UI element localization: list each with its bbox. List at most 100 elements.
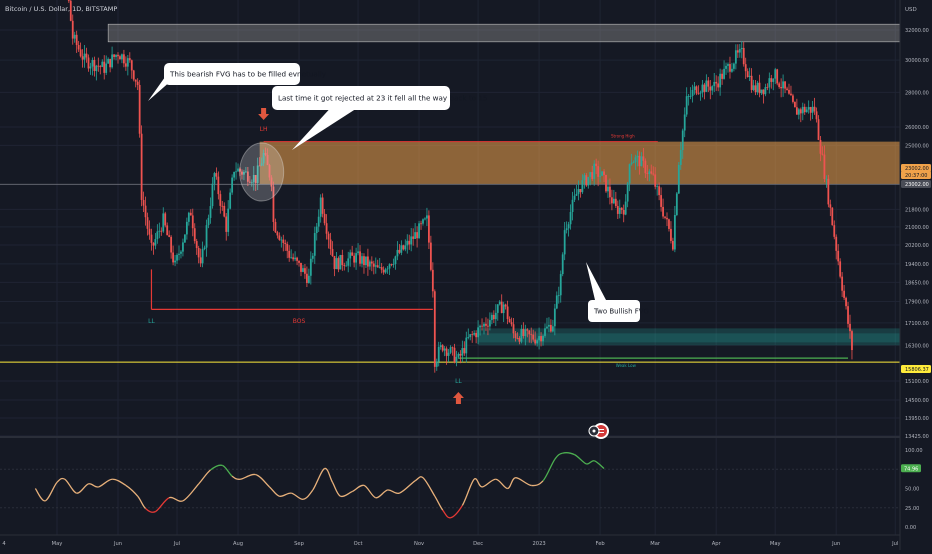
price-tag: 23002.00: [901, 180, 931, 188]
candle-body: [764, 87, 767, 95]
time-tick-label: Mar: [650, 541, 661, 547]
candle-body: [119, 56, 121, 60]
candle-body: [750, 75, 753, 90]
osc-tick-label: 100.00: [905, 448, 923, 454]
candle-body: [235, 171, 237, 173]
candle-body: [309, 258, 312, 276]
candle-body: [762, 89, 765, 95]
candle-body: [95, 65, 98, 72]
candle-body: [504, 304, 507, 307]
callout-bearish-fvg: This bearish FVG has to be filled evnetu…: [148, 63, 327, 101]
candle-body: [219, 194, 222, 206]
oscillator-segment: [168, 496, 184, 502]
oscillator-segment: [351, 484, 365, 493]
candle-body: [644, 160, 647, 174]
candle-body: [81, 56, 84, 60]
candle-body: [294, 257, 296, 260]
candle-body: [483, 323, 485, 327]
candle-body: [546, 326, 548, 329]
time-axis[interactable]: 4 May Jun Jul Aug Sep Oct Nov Dec 2023 Feb Mar Apr Ma…: [2, 541, 898, 547]
candle-body: [612, 198, 615, 204]
candle-body: [107, 58, 110, 64]
candle-body: [231, 177, 234, 193]
callout-1-box: [164, 63, 300, 85]
candle-body: [786, 88, 788, 90]
candle-body: [652, 173, 655, 175]
candle-body: [530, 334, 533, 336]
candle-body: [319, 197, 322, 217]
candle-body: [378, 267, 381, 268]
candle-body: [113, 54, 115, 57]
price-axis[interactable]: 32000.00 30000.00 28000.00 26000.00 25000.00…: [905, 28, 929, 440]
candle-body: [246, 171, 249, 182]
callout-1-text: This bearish FVG has to be filled evnetu…: [169, 70, 327, 79]
oscillator-pane: [0, 452, 900, 519]
callout-3-tail: [586, 262, 606, 300]
oscillator-segment: [473, 478, 483, 488]
candle-body: [622, 210, 625, 215]
candle-body: [79, 49, 82, 57]
candle-body: [414, 232, 417, 239]
candle-body: [581, 180, 584, 193]
candle-body: [707, 80, 710, 87]
price-tick-label: 25000.00: [905, 143, 929, 149]
candle-body: [733, 63, 735, 69]
candle-body: [420, 223, 422, 225]
candle-body: [351, 252, 354, 256]
candle-body: [734, 50, 737, 64]
candle-body: [851, 331, 853, 351]
candle-body: [829, 204, 832, 208]
candle-body: [327, 233, 330, 240]
candle-body: [638, 155, 641, 167]
candle-body: [193, 228, 196, 242]
candle-body: [229, 192, 232, 209]
candle-body: [628, 164, 631, 184]
candle-body: [784, 81, 786, 89]
candle-body: [723, 68, 725, 79]
candle-body: [819, 139, 822, 154]
price-tag-label: 15806.37: [905, 367, 929, 373]
candle-body: [209, 206, 212, 218]
candle-body: [522, 328, 525, 337]
callout-2-text: Last time it got rejected at 23 it fell …: [278, 94, 487, 103]
candle-body: [406, 240, 409, 246]
candle-body: [416, 232, 418, 239]
oscillator-segment: [414, 476, 424, 482]
oscillator-segment: [279, 492, 292, 497]
oscillator-segment: [461, 478, 475, 506]
candle-body: [323, 213, 326, 224]
candle-body: [361, 256, 363, 264]
candle-body: [268, 165, 271, 178]
candle-body: [691, 89, 694, 96]
candle-body: [620, 207, 623, 211]
candle-body: [429, 242, 432, 270]
tradingview-logo-icon[interactable]: [588, 423, 609, 439]
time-tick-label: Aug: [233, 541, 243, 547]
bearish-fvg-zone: [259, 141, 900, 185]
candle-body: [766, 87, 769, 88]
oscillator-segment: [210, 464, 223, 471]
candle-body: [563, 230, 566, 255]
candle-body: [443, 348, 446, 351]
price-tick-label: 14500.00: [905, 398, 929, 404]
oscillator-segment: [98, 478, 113, 488]
oscillator-segment: [312, 467, 326, 491]
candle-body: [398, 249, 401, 253]
ll-arrow-up-icon: [452, 392, 464, 404]
candle-body: [152, 242, 155, 246]
osc-tick-label: 25.00: [905, 506, 919, 512]
lh-arrow-down-icon: [258, 108, 270, 120]
candle-body: [408, 240, 411, 245]
candle-body: [603, 171, 605, 175]
candle-body: [384, 269, 387, 273]
candle-body: [349, 252, 352, 259]
candle-body: [264, 152, 267, 155]
candle-body: [498, 301, 501, 305]
candle-body: [579, 188, 582, 193]
candle-body: [288, 250, 291, 258]
oscillator-segment: [182, 483, 200, 502]
candle-body: [363, 256, 365, 266]
